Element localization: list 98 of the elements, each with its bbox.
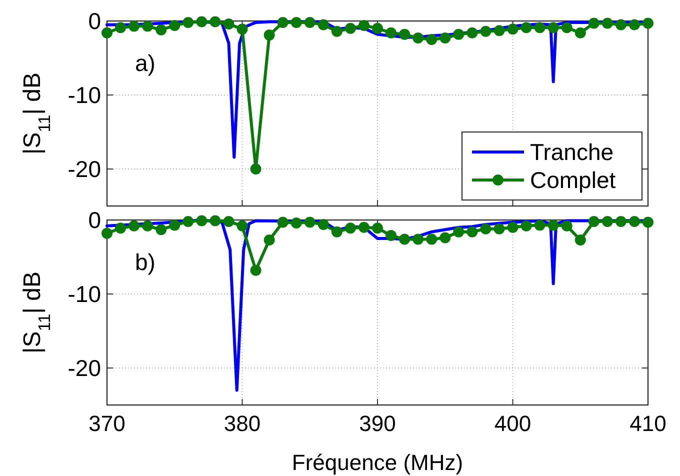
point (453, 226, 464, 238)
point (196, 215, 208, 226)
x-tick-label: 380 (224, 411, 261, 436)
point (264, 30, 275, 41)
legend-label: Complet (530, 167, 616, 193)
point (615, 216, 626, 227)
legend-label: Tranche (530, 139, 614, 165)
point (412, 234, 424, 245)
point (182, 16, 194, 28)
point (642, 18, 654, 29)
point (102, 228, 112, 239)
point (250, 264, 262, 276)
y-tick-label: -10 (68, 281, 101, 307)
x-tick-label: 370 (88, 411, 126, 436)
y-tick-label: -20 (68, 355, 101, 381)
point (520, 220, 532, 232)
point (210, 215, 221, 226)
point (466, 27, 478, 38)
point (588, 18, 600, 29)
point (344, 22, 356, 34)
point (277, 216, 288, 228)
point (344, 222, 356, 234)
point (548, 22, 559, 34)
point (386, 27, 397, 38)
point (372, 222, 383, 234)
point (182, 216, 194, 227)
point (534, 22, 546, 34)
annotation: b) (135, 249, 156, 275)
point (250, 164, 262, 174)
y-tick-label: 0 (88, 8, 101, 34)
point (440, 232, 451, 244)
point (318, 218, 329, 230)
point (115, 22, 126, 34)
point (494, 25, 505, 36)
point (156, 24, 167, 36)
point (358, 222, 370, 233)
point (290, 217, 302, 228)
point (264, 234, 275, 246)
point (615, 19, 626, 30)
point (331, 26, 342, 37)
point (602, 18, 613, 29)
point (169, 220, 180, 231)
point (142, 220, 154, 232)
point (426, 234, 438, 245)
point (223, 216, 234, 227)
y-tick-label: -20 (68, 156, 101, 182)
point (223, 18, 234, 30)
point (574, 234, 586, 246)
point (304, 16, 316, 28)
point (534, 220, 546, 231)
point (507, 222, 518, 233)
x-tick-label: 400 (494, 411, 532, 436)
point (399, 234, 410, 245)
point (426, 34, 438, 45)
point (561, 220, 572, 232)
point (399, 28, 410, 40)
point (507, 24, 518, 35)
point (561, 22, 572, 34)
point (466, 226, 478, 238)
point (358, 20, 370, 31)
point (628, 216, 640, 227)
annotation: a) (135, 50, 156, 76)
point (480, 26, 492, 37)
point (128, 220, 140, 232)
point (290, 16, 302, 28)
point (128, 20, 140, 32)
point (642, 216, 654, 228)
point (520, 22, 532, 34)
point (548, 220, 559, 231)
point (304, 216, 316, 228)
point (372, 22, 383, 34)
x-tick-label: 410 (630, 411, 666, 436)
point (156, 224, 167, 236)
point (480, 223, 492, 234)
y-tick-label: 0 (88, 207, 101, 233)
point (412, 32, 424, 44)
point (453, 28, 464, 40)
point (588, 216, 600, 227)
y-tick-label: -10 (68, 82, 101, 108)
x-tick-label: 390 (359, 411, 396, 436)
point (331, 226, 342, 238)
point (210, 16, 221, 28)
point (102, 27, 112, 38)
point (602, 216, 613, 227)
point (386, 230, 397, 242)
point (236, 24, 248, 35)
point (494, 223, 505, 234)
point (628, 19, 640, 30)
point (196, 16, 208, 28)
point (277, 16, 288, 28)
point (318, 19, 329, 30)
point (115, 222, 126, 234)
point (236, 220, 248, 232)
point (574, 27, 586, 38)
point (169, 20, 180, 31)
point (440, 32, 451, 44)
x-axis-title: Fréquence (MHz) (292, 450, 464, 475)
point (142, 20, 154, 32)
